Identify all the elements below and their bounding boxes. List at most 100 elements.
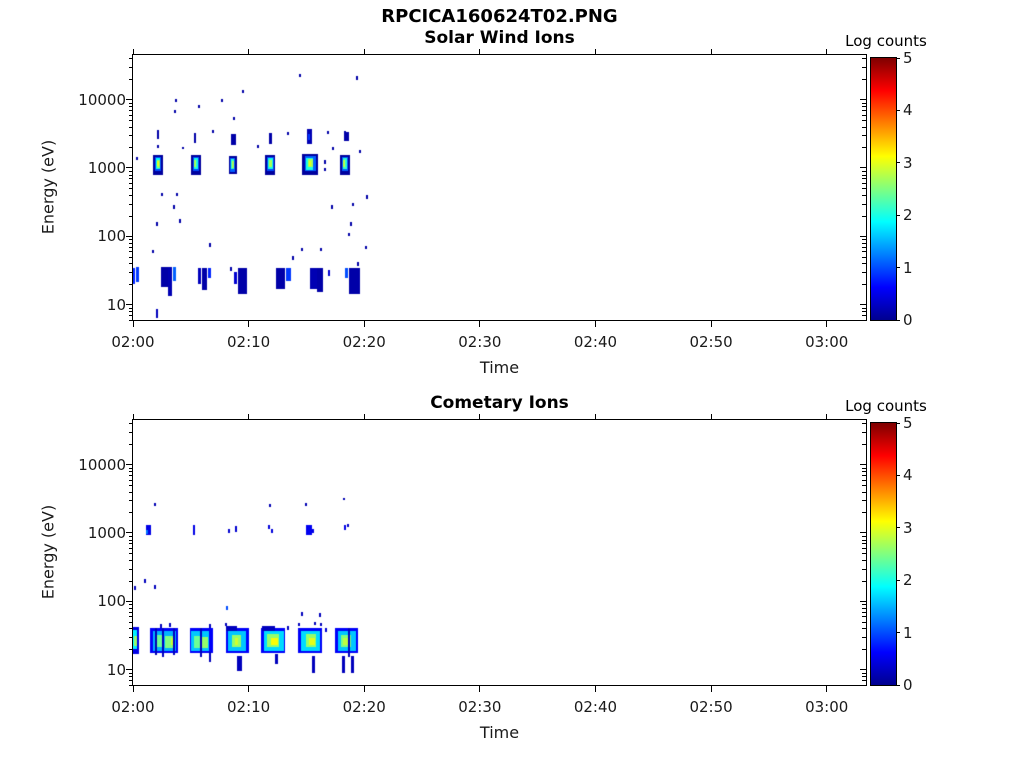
y-minor-tick-right [862, 500, 866, 502]
solar-wind-spectrogram [133, 55, 866, 320]
y-minor-tick [129, 110, 133, 112]
y-minor-tick-right [862, 135, 866, 137]
y-minor-tick-right [862, 475, 866, 477]
y-minor-tick-right [862, 174, 866, 176]
x-tick [248, 686, 250, 692]
y-minor-tick-right [862, 188, 866, 190]
y-minor-tick [129, 126, 133, 128]
y-minor-tick-right [862, 471, 866, 473]
colorbar-tick-label: 0 [903, 311, 913, 329]
x-tick [132, 686, 134, 692]
x-tick [710, 321, 712, 327]
panel-title-solar-wind: Solar Wind Ions [424, 28, 575, 48]
x-tick-label: 02:50 [689, 698, 733, 716]
colorbar-label-bottom: Log counts [845, 397, 927, 415]
y-minor-tick [129, 67, 133, 69]
y-tick-right [860, 532, 866, 534]
colorbar-tick [896, 579, 900, 581]
colorbar-tick [896, 267, 900, 269]
y-tick-right [860, 464, 866, 466]
y-minor-tick [129, 604, 133, 606]
x-tick-label: 02:30 [458, 333, 502, 351]
x-tick-top [826, 49, 828, 54]
x-tick-top [479, 414, 481, 419]
x-axis-label-top: Time [479, 358, 520, 377]
y-minor-tick-right [862, 283, 866, 285]
y-minor-tick [129, 684, 133, 686]
y-minor-tick [129, 548, 133, 550]
y-minor-tick-right [862, 553, 866, 555]
y-minor-tick-right [862, 203, 866, 205]
y-minor-tick [129, 251, 133, 253]
x-tick-label: 02:40 [573, 333, 618, 351]
y-minor-tick-right [862, 67, 866, 69]
y-minor-tick [129, 621, 133, 623]
colorbar-tick-label: 1 [903, 258, 913, 277]
x-tick-label: 02:10 [226, 698, 271, 716]
x-tick-top [710, 49, 712, 54]
y-tick-label: 100 [97, 592, 126, 611]
y-minor-tick-right [862, 676, 866, 678]
y-minor-tick [129, 102, 133, 104]
y-minor-tick-right [862, 548, 866, 550]
y-minor-tick [129, 485, 133, 487]
y-minor-tick-right [862, 628, 866, 630]
y-minor-tick-right [862, 319, 866, 321]
y-tick [126, 167, 133, 169]
y-minor-tick [129, 475, 133, 477]
y-minor-tick-right [862, 485, 866, 487]
y-tick-label: 10 [106, 295, 126, 314]
x-tick-label: 02:20 [342, 698, 386, 716]
y-tick-right [860, 235, 866, 237]
y-minor-tick [129, 271, 133, 273]
y-minor-tick [129, 467, 133, 469]
y-tick-label: 10000 [78, 90, 126, 109]
y-minor-tick [129, 539, 133, 541]
y-minor-tick [129, 183, 133, 185]
x-tick [248, 321, 250, 327]
y-minor-tick-right [862, 251, 866, 253]
y-tick-right [860, 99, 866, 101]
y-axis-label-bottom: Energy (eV) [38, 504, 58, 600]
cometary-spectrogram [133, 420, 866, 685]
y-minor-tick-right [862, 120, 866, 122]
y-tick [126, 304, 133, 305]
x-tick-top [248, 49, 250, 54]
y-minor-tick-right [862, 648, 866, 650]
y-minor-tick [129, 553, 133, 555]
x-tick [363, 686, 365, 692]
colorbar-tick [896, 632, 900, 634]
y-minor-tick [129, 135, 133, 137]
y-minor-tick-right [862, 110, 866, 112]
x-tick [132, 321, 134, 327]
x-tick [479, 321, 481, 327]
y-minor-tick-right [862, 539, 866, 541]
y-minor-tick-right [862, 246, 866, 248]
y-minor-tick [129, 188, 133, 190]
colorbar-tick-label: 4 [903, 466, 913, 485]
colorbar-tick [896, 527, 900, 529]
y-tick-right [860, 669, 866, 670]
y-minor-tick [129, 568, 133, 570]
colorbar-tick [896, 214, 900, 216]
y-minor-tick-right [862, 491, 866, 493]
x-tick-top [594, 49, 596, 54]
y-minor-tick [129, 174, 133, 176]
y-minor-tick [129, 283, 133, 285]
colorbar-tick-label: 2 [903, 206, 913, 225]
x-tick-top [826, 414, 828, 419]
y-minor-tick-right [862, 621, 866, 623]
x-tick-top [132, 49, 134, 54]
y-minor-tick-right [862, 560, 866, 562]
y-minor-tick [129, 676, 133, 678]
x-tick-label: 02:30 [458, 698, 502, 716]
y-minor-tick [129, 432, 133, 434]
y-minor-tick [129, 560, 133, 562]
y-minor-tick [129, 311, 133, 313]
y-minor-tick-right [862, 256, 866, 258]
y-minor-tick [129, 628, 133, 630]
y-minor-tick-right [862, 432, 866, 434]
y-minor-tick [129, 256, 133, 258]
y-minor-tick-right [862, 195, 866, 197]
